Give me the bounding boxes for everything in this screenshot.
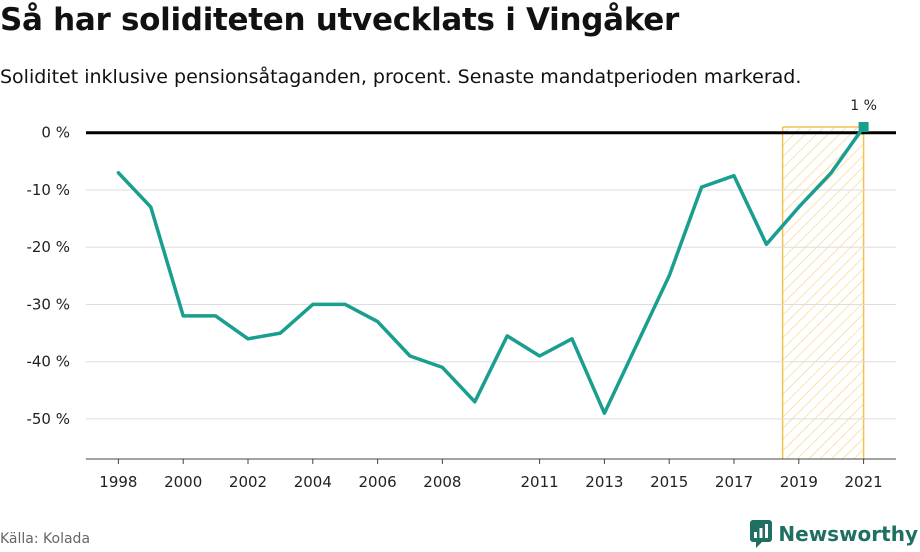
chart-subtitle: Soliditet inklusive pensionsåtaganden, p… xyxy=(0,66,802,88)
x-tick-label: 2021 xyxy=(845,473,883,491)
x-tick-label: 2017 xyxy=(715,473,753,491)
last-value-label: 1 % xyxy=(850,98,877,114)
axis-layer: 0 % -10 % -20 % -30 % -40 % -50 % 1998 2000 2002… xyxy=(26,124,896,491)
series-layer xyxy=(116,122,869,415)
newsworthy-icon xyxy=(750,520,773,548)
y-tick-label: -20 % xyxy=(26,238,70,256)
highlight-layer xyxy=(781,126,865,459)
chart-title: Så har soliditeten utvecklats i Vingåker xyxy=(0,2,679,38)
highlight-period-fill xyxy=(782,127,864,459)
x-tick-label: 2019 xyxy=(780,473,818,491)
last-point-marker xyxy=(858,122,869,132)
newsworthy-logo: Newsworthy xyxy=(750,520,918,548)
x-tick-label: 2000 xyxy=(164,473,202,491)
x-tick-label: 1998 xyxy=(99,473,137,491)
y-tick-label: 0 % xyxy=(41,124,70,142)
source-note: Källa: Kolada xyxy=(0,531,91,547)
line-chart: 0 % -10 % -20 % -30 % -40 % -50 % 1998 2000 2002… xyxy=(26,98,896,491)
x-tick-label: 2011 xyxy=(521,473,559,491)
x-tick-label: 2006 xyxy=(359,473,397,491)
y-tick-label: -50 % xyxy=(26,410,70,428)
y-tick-label: -40 % xyxy=(26,353,70,371)
y-tick-label: -30 % xyxy=(26,295,70,313)
x-tick-label: 2004 xyxy=(294,473,332,491)
y-tick-label: -10 % xyxy=(26,181,70,199)
x-tick-label: 2002 xyxy=(229,473,267,491)
grid-layer xyxy=(86,131,896,420)
brand-name: Newsworthy xyxy=(778,522,918,546)
x-tick-label: 2013 xyxy=(585,473,623,491)
label-layer: 1 % xyxy=(850,98,877,114)
x-tick-label: 2008 xyxy=(423,473,461,491)
series-line xyxy=(116,125,866,415)
x-tick-label: 2015 xyxy=(650,473,688,491)
